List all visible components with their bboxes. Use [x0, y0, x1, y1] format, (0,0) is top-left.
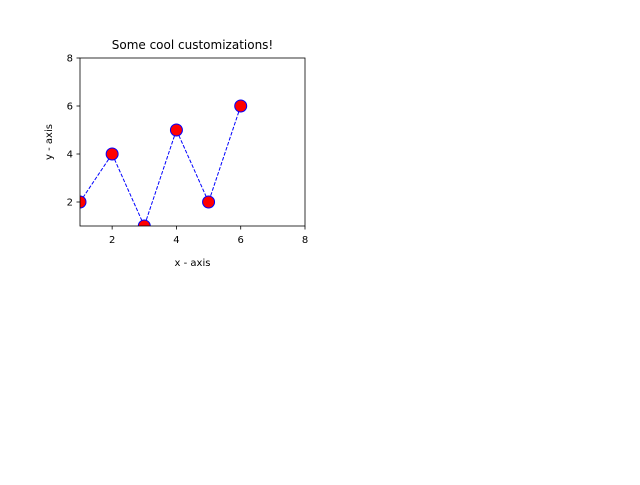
y-axis-label: y - axis: [44, 124, 55, 160]
plot-background: [80, 58, 305, 226]
y-tick-label: 6: [67, 102, 73, 113]
x-tick-label: 6: [238, 235, 244, 246]
x-axis-label: x - axis: [175, 258, 211, 269]
y-tick-label: 2: [67, 198, 73, 209]
ticks-layer: 2 4 6 8 2 4 6 8: [67, 54, 309, 246]
series-0: [80, 99, 248, 226]
series-layer: [80, 99, 248, 226]
axes-layer: [79, 57, 306, 227]
x-tick-label: 2: [109, 235, 115, 246]
data-point: [137, 219, 151, 226]
data-point: [80, 195, 87, 209]
x-tick-label: 4: [173, 235, 179, 246]
chart-title: Some cool customizations!: [112, 38, 274, 52]
data-point: [169, 123, 183, 137]
y-tick-label: 8: [67, 54, 73, 65]
series-line: [80, 105, 242, 226]
x-tick-label: 8: [302, 235, 308, 246]
plot-area: [80, 58, 305, 226]
data-point: [234, 99, 248, 113]
axes-frame: [79, 57, 306, 227]
data-point: [202, 195, 216, 209]
data-point: [105, 147, 119, 161]
y-tick-label: 4: [67, 150, 73, 161]
